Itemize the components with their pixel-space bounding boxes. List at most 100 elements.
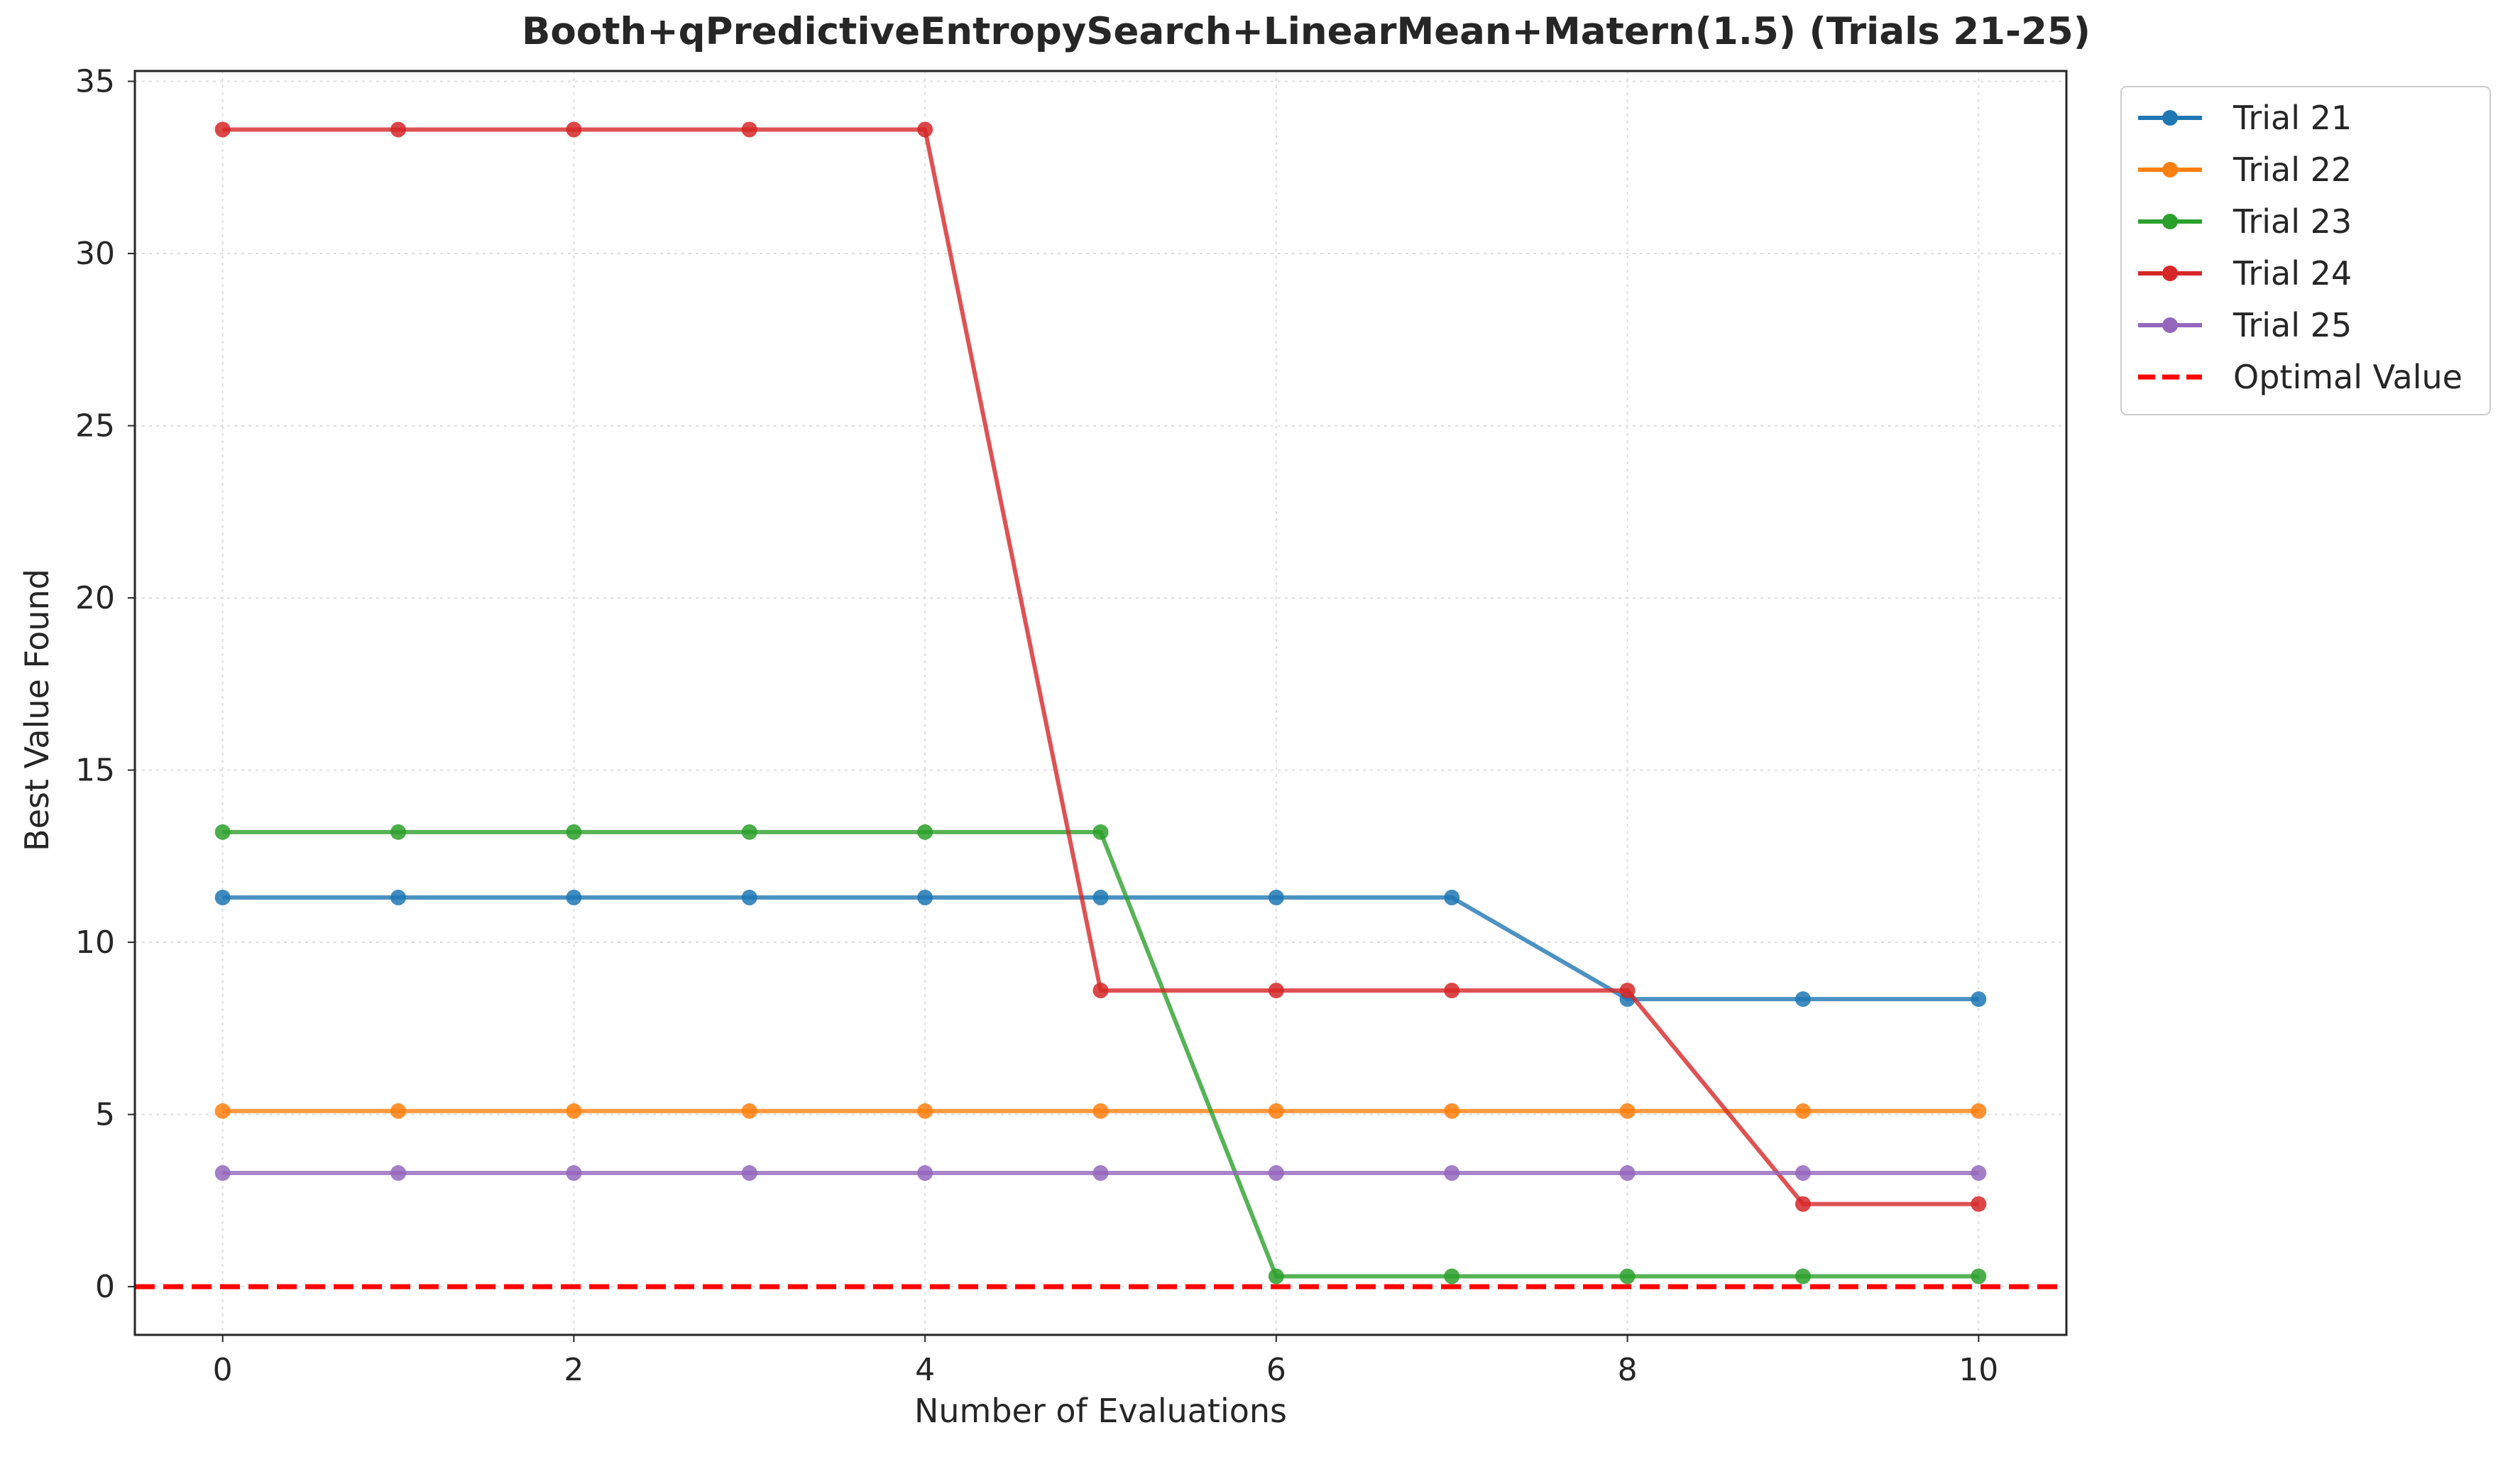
y-tick-label: 20 (75, 580, 115, 616)
legend-entry: Optimal Value (2138, 358, 2463, 396)
data-point (1619, 1165, 1636, 1182)
legend-label: Trial 22 (2233, 151, 2352, 189)
legend-marker (2162, 110, 2178, 126)
data-point (1444, 890, 1460, 906)
data-point (1795, 1103, 1811, 1119)
data-point (741, 1165, 757, 1182)
chart-title: Booth+qPredictiveEntropySearch+LinearMea… (521, 10, 2091, 53)
data-point (1971, 1196, 1987, 1212)
series-2 (214, 1103, 1987, 1119)
data-point (1444, 1268, 1460, 1284)
x-tick-label: 4 (915, 1352, 935, 1388)
data-point (1795, 1165, 1811, 1182)
data-point (1268, 1268, 1284, 1284)
y-tick-label: 5 (95, 1097, 115, 1133)
series-layer (214, 121, 1987, 1284)
data-point (1268, 890, 1284, 906)
series-1 (214, 890, 1987, 1008)
data-point (214, 1165, 231, 1182)
data-point (741, 121, 757, 138)
data-point (566, 824, 582, 840)
x-tick-label: 8 (1618, 1352, 1638, 1388)
grid (135, 71, 2066, 1335)
y-tick-label: 35 (75, 64, 115, 100)
data-point (1444, 1103, 1460, 1119)
data-point (1619, 982, 1636, 998)
data-point (917, 1103, 933, 1119)
data-point (566, 1103, 582, 1119)
series-line (222, 127, 1979, 1206)
data-point (917, 890, 933, 906)
data-point (917, 1165, 933, 1182)
y-tick-label: 0 (95, 1269, 115, 1305)
data-point (214, 1103, 231, 1119)
legend-label: Optimal Value (2233, 358, 2463, 396)
data-point (1619, 1268, 1636, 1284)
legend: Trial 21 Trial 22 Trial 23 Trial 24 Trial 25… (2120, 86, 2491, 415)
y-tick-label: 15 (75, 753, 115, 789)
legend-label: Trial 25 (2233, 306, 2352, 344)
legend-entry: Trial 24 (2138, 254, 2352, 293)
series-4 (214, 121, 1987, 1212)
data-point (1268, 1165, 1284, 1182)
data-point (390, 1165, 407, 1182)
data-point (1619, 1103, 1636, 1119)
data-point (566, 121, 582, 138)
data-point (1092, 824, 1109, 840)
data-point (1092, 1103, 1109, 1119)
data-point (1092, 890, 1109, 906)
data-point (1092, 982, 1109, 998)
legend-entry: Trial 22 (2138, 151, 2352, 189)
data-point (390, 1103, 407, 1119)
data-point (1795, 1196, 1811, 1212)
data-point (917, 824, 933, 840)
legend-marker (2162, 266, 2178, 281)
data-point (566, 890, 582, 906)
x-tick-label: 10 (1959, 1352, 1998, 1388)
data-point (741, 1103, 757, 1119)
legend-label: Trial 21 (2233, 99, 2352, 137)
data-point (1971, 991, 1987, 1008)
plot-frame (133, 70, 2068, 1336)
data-point (1092, 1165, 1109, 1182)
legend-entry: Trial 25 (2138, 306, 2352, 344)
x-tick-label: 6 (1266, 1352, 1286, 1388)
data-point (214, 824, 231, 840)
data-point (390, 824, 407, 840)
x-tick-label: 2 (564, 1352, 584, 1388)
data-point (214, 121, 231, 138)
data-point (1795, 1268, 1811, 1284)
y-tick-label: 30 (75, 236, 115, 272)
data-point (1444, 982, 1460, 998)
data-point (390, 121, 407, 138)
legend-marker (2162, 214, 2178, 229)
series-3 (214, 824, 1987, 1284)
data-point (1971, 1103, 1987, 1119)
data-point (1268, 982, 1284, 998)
data-point (741, 890, 757, 906)
axes: 0 2 4 6 8 10 0 5 10 15 20 25 30 35 (75, 64, 2068, 1388)
legend-label: Trial 23 (2233, 202, 2352, 241)
data-point (566, 1165, 582, 1182)
legend-box (2120, 86, 2491, 415)
data-point (1971, 1268, 1987, 1284)
data-point (1444, 1165, 1460, 1182)
data-point (1795, 991, 1811, 1008)
legend-marker (2162, 317, 2178, 333)
legend-entry: Trial 23 (2138, 202, 2352, 241)
legend-marker (2162, 162, 2178, 178)
legend-label: Trial 24 (2233, 254, 2352, 293)
data-point (390, 890, 407, 906)
data-point (1268, 1103, 1284, 1119)
x-tick-label: 0 (213, 1352, 233, 1388)
data-point (214, 890, 231, 906)
data-point (917, 121, 933, 138)
x-axis-label: Number of Evaluations (914, 1392, 1288, 1430)
y-tick-label: 25 (75, 408, 115, 444)
data-point (741, 824, 757, 840)
series-5 (214, 1165, 1987, 1182)
data-point (1971, 1165, 1987, 1182)
legend-entry: Trial 21 (2138, 99, 2352, 137)
y-tick-label: 10 (75, 924, 115, 961)
